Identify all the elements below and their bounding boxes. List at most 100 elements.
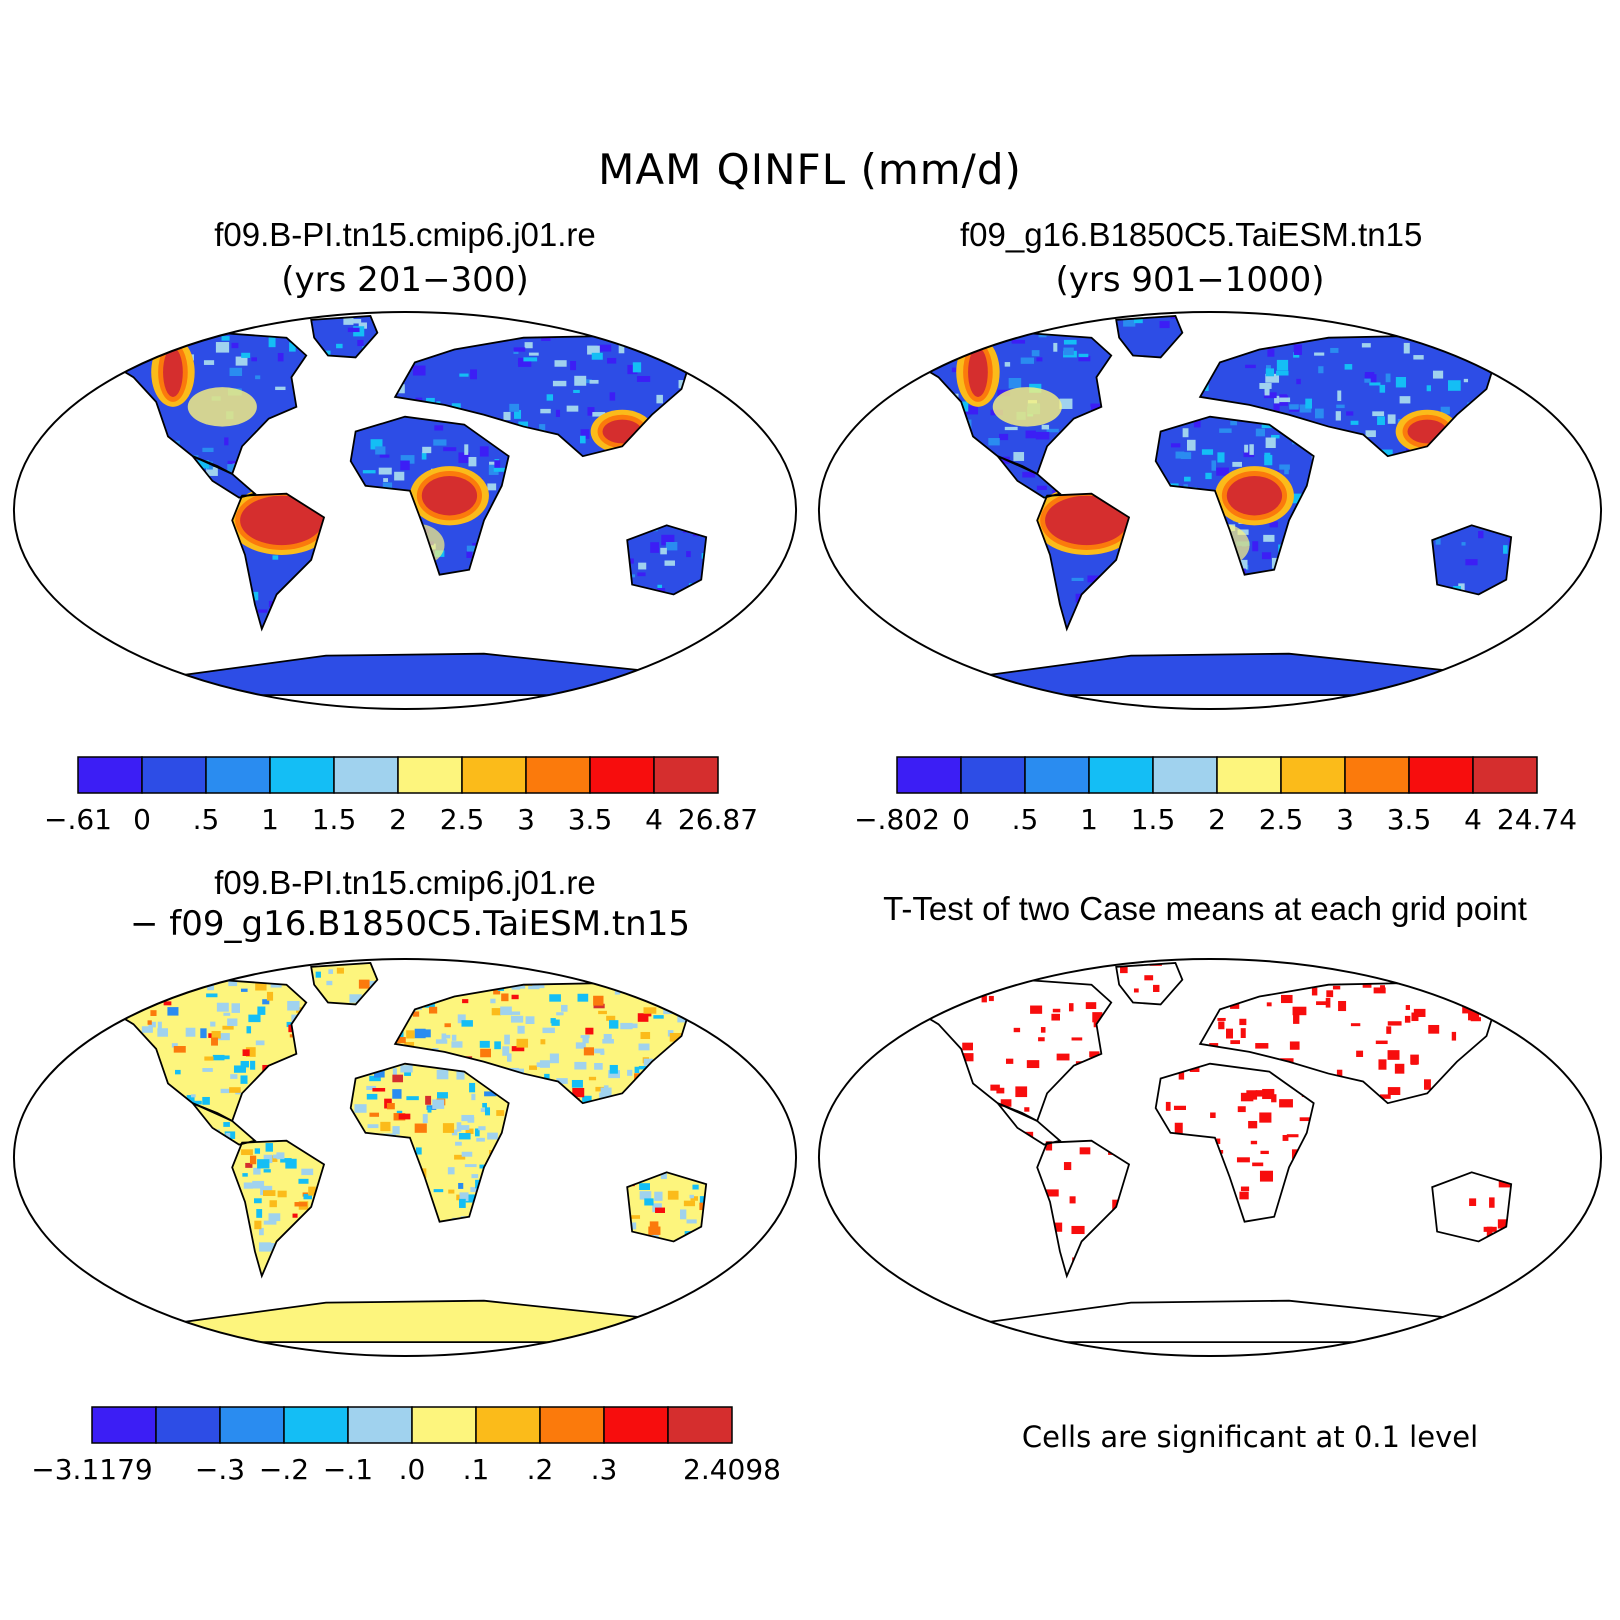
colorbar-swatch bbox=[667, 1406, 733, 1444]
colorbar-tick-label: −.3 bbox=[195, 1453, 245, 1486]
colorbar-tick-label: 3.5 bbox=[1387, 803, 1432, 836]
panel1-case-title: f09.B-PI.tn15.cmip6.j01.re bbox=[214, 216, 596, 253]
africa-coast bbox=[1154, 415, 1315, 576]
australia-coast bbox=[1431, 1171, 1513, 1243]
colorbar-tick-label: 3 bbox=[1336, 803, 1354, 836]
colorbar-swatch bbox=[1280, 756, 1346, 794]
colorbar-tick-label: 2.4098 bbox=[683, 1453, 781, 1486]
colorbar-tick-label: 1.5 bbox=[312, 803, 357, 836]
colorbar-swatch bbox=[960, 756, 1026, 794]
colorbar-swatch bbox=[397, 756, 463, 794]
main-title: MAM QINFL (mm/d) bbox=[598, 145, 1022, 194]
colorbar-swatch bbox=[1152, 756, 1218, 794]
panel4-note: Cells are significant at 0.1 level bbox=[1021, 1420, 1479, 1454]
africa-coast bbox=[349, 1062, 510, 1223]
map-panel-3 bbox=[12, 958, 798, 1357]
colorbar-tick-label: 4 bbox=[1464, 803, 1482, 836]
colorbar-swatch bbox=[205, 756, 271, 794]
land-field bbox=[913, 315, 1512, 696]
australia-coast bbox=[626, 1171, 708, 1243]
colorbar-tick-label: 26.87 bbox=[678, 803, 758, 836]
eurasia-coast bbox=[393, 981, 693, 1105]
colorbar-tick-label: .5 bbox=[193, 803, 220, 836]
colorbar-tick-label: 1 bbox=[1080, 803, 1098, 836]
panel2-years: (yrs 901−1000) bbox=[1055, 260, 1325, 300]
colorbar-swatch bbox=[475, 1406, 541, 1444]
colorbar-swatch bbox=[91, 1406, 157, 1444]
colorbar-tick-label: 1.5 bbox=[1131, 803, 1176, 836]
colorbar-tick-label: −.1 bbox=[323, 1453, 373, 1486]
map-frame bbox=[12, 311, 798, 710]
colorbar-swatch bbox=[269, 756, 335, 794]
colorbar-tick-label: .0 bbox=[399, 1453, 426, 1486]
map-frame bbox=[817, 958, 1603, 1357]
land-field bbox=[913, 962, 1512, 1343]
greenland-coast bbox=[1115, 962, 1184, 1006]
greenland-coast bbox=[1115, 315, 1184, 359]
panel3-case2-title: − f09_g16.B1850C5.TaiESM.tn15 bbox=[130, 904, 690, 944]
land-field bbox=[108, 962, 707, 1343]
map-panel-1 bbox=[12, 311, 798, 710]
colorbar-tick-label: 1 bbox=[261, 803, 279, 836]
panel3-case-title: f09.B-PI.tn15.cmip6.j01.re bbox=[214, 864, 596, 901]
colorbar-swatch bbox=[411, 1406, 477, 1444]
colorbar-swatch bbox=[1472, 756, 1538, 794]
map-panel-2 bbox=[817, 311, 1603, 710]
colorbar-swatch bbox=[1408, 756, 1474, 794]
south-america-coast bbox=[1036, 1139, 1131, 1279]
north-america-coast bbox=[911, 978, 1113, 1123]
north-america-coast bbox=[106, 978, 308, 1123]
eurasia-coast bbox=[393, 334, 693, 458]
map-frame bbox=[817, 311, 1603, 710]
colorbar-tick-label: −.61 bbox=[44, 803, 112, 836]
africa-coast bbox=[349, 415, 510, 576]
colorbar-tick-label: 3.5 bbox=[568, 803, 613, 836]
panel1-years: (yrs 201−300) bbox=[281, 260, 529, 300]
colorbar-swatch bbox=[589, 756, 655, 794]
land-field bbox=[108, 315, 707, 696]
colorbar-tick-label: 2.5 bbox=[440, 803, 485, 836]
colorbar-tick-label: 3 bbox=[517, 803, 535, 836]
north-america-coast bbox=[106, 331, 308, 476]
north-america-coast bbox=[911, 331, 1113, 476]
south-america-coast bbox=[231, 1139, 326, 1279]
australia-coast bbox=[626, 524, 708, 596]
colorbar-swatch bbox=[77, 756, 143, 794]
greenland-coast bbox=[310, 962, 379, 1006]
colorbar-tick-label: .2 bbox=[527, 1453, 554, 1486]
colorbar-swatch bbox=[461, 756, 527, 794]
eurasia-coast bbox=[1198, 981, 1498, 1105]
australia-coast bbox=[1431, 524, 1513, 596]
eurasia-coast bbox=[1198, 334, 1498, 458]
colorbar-swatch bbox=[219, 1406, 285, 1444]
colorbar-swatch bbox=[1216, 756, 1282, 794]
colorbar-tick-label: 4 bbox=[645, 803, 663, 836]
colorbar-swatch bbox=[1088, 756, 1154, 794]
colorbar-swatch bbox=[525, 756, 591, 794]
colorbar-3: −3.1179 −.3 −.2 −.1 .0 .1 .2 .3 2.4098 bbox=[31, 1406, 781, 1486]
panel4-title: T-Test of two Case means at each grid po… bbox=[883, 890, 1527, 927]
colorbar-swatch bbox=[539, 1406, 605, 1444]
colorbar-tick-label: 0 bbox=[952, 803, 970, 836]
map-panel-4 bbox=[817, 958, 1603, 1357]
colorbar-tick-label: 2.5 bbox=[1259, 803, 1304, 836]
colorbar-1: −.61 0 .5 1 1.5 2 2.5 3 3.5 4 26.87 bbox=[44, 756, 758, 836]
colorbar-tick-label: 24.74 bbox=[1497, 803, 1577, 836]
colorbar-tick-label: −.2 bbox=[259, 1453, 309, 1486]
colorbar-tick-label: .5 bbox=[1012, 803, 1039, 836]
colorbar-tick-label: 2 bbox=[389, 803, 407, 836]
colorbar-swatch bbox=[653, 756, 719, 794]
colorbar-swatch bbox=[347, 1406, 413, 1444]
colorbar-2: −.802 0 .5 1 1.5 2 2.5 3 3.5 4 24.74 bbox=[855, 756, 1577, 836]
south-america-coast bbox=[1036, 492, 1131, 632]
colorbar-tick-label: 2 bbox=[1208, 803, 1226, 836]
colorbar-swatch bbox=[283, 1406, 349, 1444]
colorbar-swatch bbox=[333, 756, 399, 794]
colorbar-swatch bbox=[1344, 756, 1410, 794]
colorbar-swatch bbox=[1024, 756, 1090, 794]
south-america-coast bbox=[231, 492, 326, 632]
colorbar-tick-label: −.802 bbox=[855, 803, 940, 836]
colorbar-tick-label: −3.1179 bbox=[31, 1453, 152, 1486]
colorbar-swatch bbox=[155, 1406, 221, 1444]
colorbar-tick-label: .3 bbox=[591, 1453, 618, 1486]
